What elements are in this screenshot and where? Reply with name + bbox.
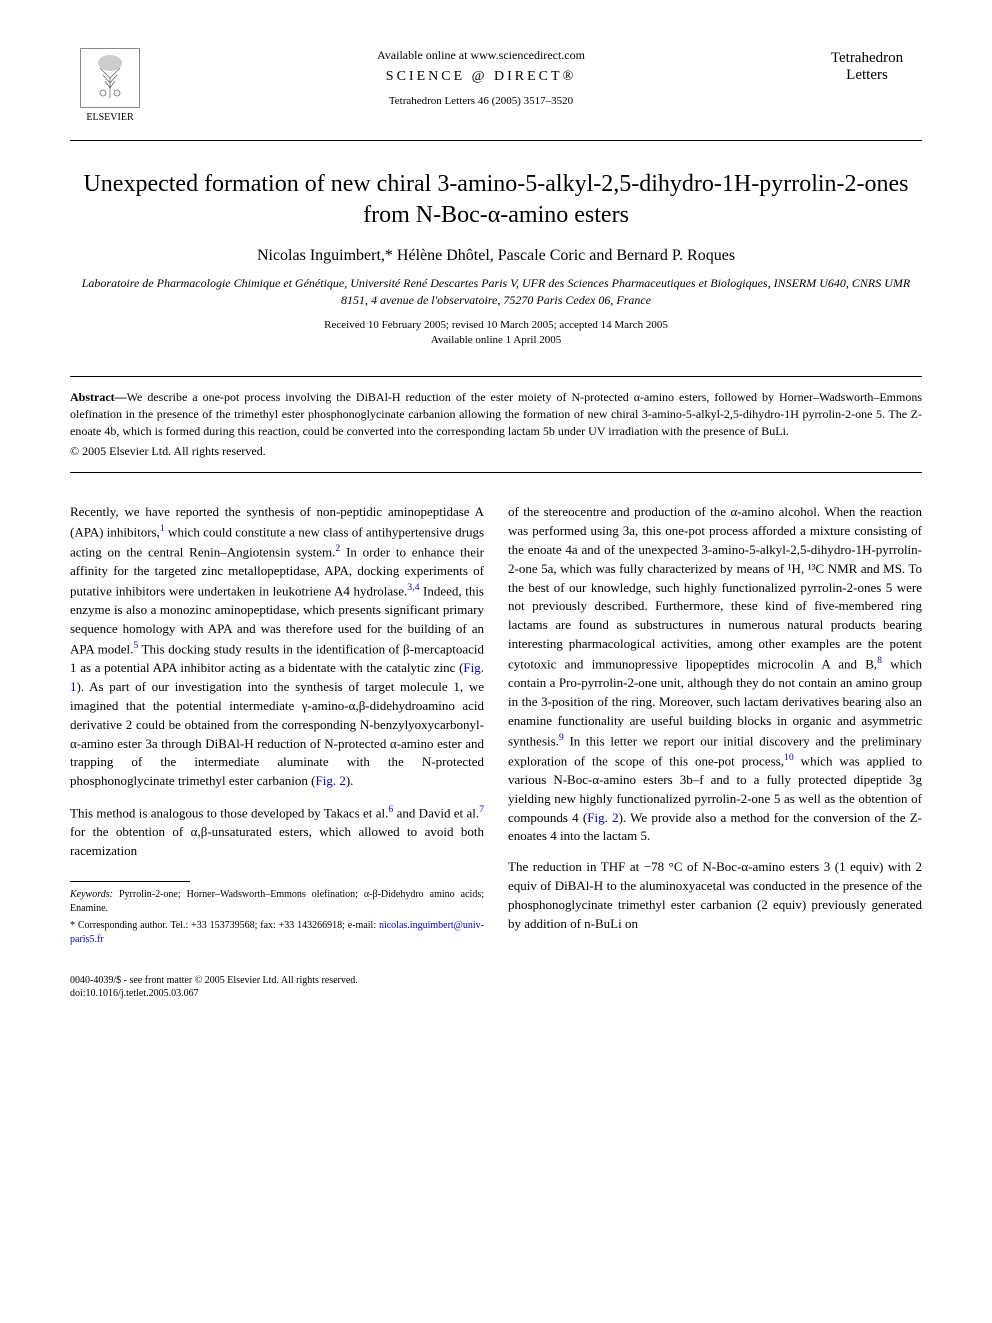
keywords-footnote: Keywords: Pyrrolin-2-one; Horner–Wadswor… [70, 888, 484, 916]
abstract-text: We describe a one-pot process involving … [70, 390, 922, 438]
body-paragraph-3: of the stereocentre and production of th… [508, 503, 922, 846]
journal-name: Tetrahedron Letters [812, 40, 922, 84]
column-right: of the stereocentre and production of th… [508, 503, 922, 950]
body-columns: Recently, we have reported the synthesis… [70, 503, 922, 950]
authors: Nicolas Inguimbert,* Hélène Dhôtel, Pasc… [70, 247, 922, 265]
article-title: Unexpected formation of new chiral 3-ami… [70, 169, 922, 231]
elsevier-tree-icon [80, 48, 140, 108]
ref-7[interactable]: 7 [479, 804, 484, 815]
ref-10[interactable]: 10 [784, 752, 794, 763]
elsevier-label: ELSEVIER [86, 112, 133, 123]
available-online-text: Available online at www.sciencedirect.co… [150, 48, 812, 63]
ref-3-4[interactable]: 3,4 [407, 582, 419, 593]
bottom-info: 0040-4039/$ - see front matter © 2005 El… [70, 974, 922, 1000]
header-center: Available online at www.sciencedirect.co… [150, 40, 812, 107]
fig-2-link[interactable]: Fig. 2 [315, 773, 345, 788]
abstract-copyright: © 2005 Elsevier Ltd. All rights reserved… [70, 443, 922, 460]
abstract-block: Abstract—We describe a one-pot process i… [70, 376, 922, 473]
footnote-divider [70, 881, 190, 882]
received-dates: Received 10 February 2005; revised 10 Ma… [70, 319, 922, 331]
header-bar: ELSEVIER Available online at www.science… [70, 40, 922, 130]
elsevier-logo: ELSEVIER [70, 40, 150, 130]
fig-2-link-b[interactable]: Fig. 2 [587, 810, 618, 825]
header-divider [70, 140, 922, 141]
sciencedirect-logo: SCIENCE @ DIRECT® [150, 69, 812, 85]
body-paragraph-2: This method is analogous to those develo… [70, 803, 484, 861]
column-left: Recently, we have reported the synthesis… [70, 503, 484, 950]
available-date: Available online 1 April 2005 [70, 334, 922, 346]
corresponding-author-footnote: * Corresponding author. Tel.: +33 153739… [70, 919, 484, 947]
footnotes: Keywords: Pyrrolin-2-one; Horner–Wadswor… [70, 888, 484, 947]
front-matter-line: 0040-4039/$ - see front matter © 2005 El… [70, 974, 922, 987]
journal-reference: Tetrahedron Letters 46 (2005) 3517–3520 [150, 95, 812, 107]
body-paragraph-1: Recently, we have reported the synthesis… [70, 503, 484, 791]
abstract-label: Abstract— [70, 390, 127, 404]
doi-line: doi:10.1016/j.tetlet.2005.03.067 [70, 987, 922, 1000]
affiliation: Laboratoire de Pharmacologie Chimique et… [70, 275, 922, 309]
body-paragraph-4: The reduction in THF at −78 °C of N-Boc-… [508, 858, 922, 933]
